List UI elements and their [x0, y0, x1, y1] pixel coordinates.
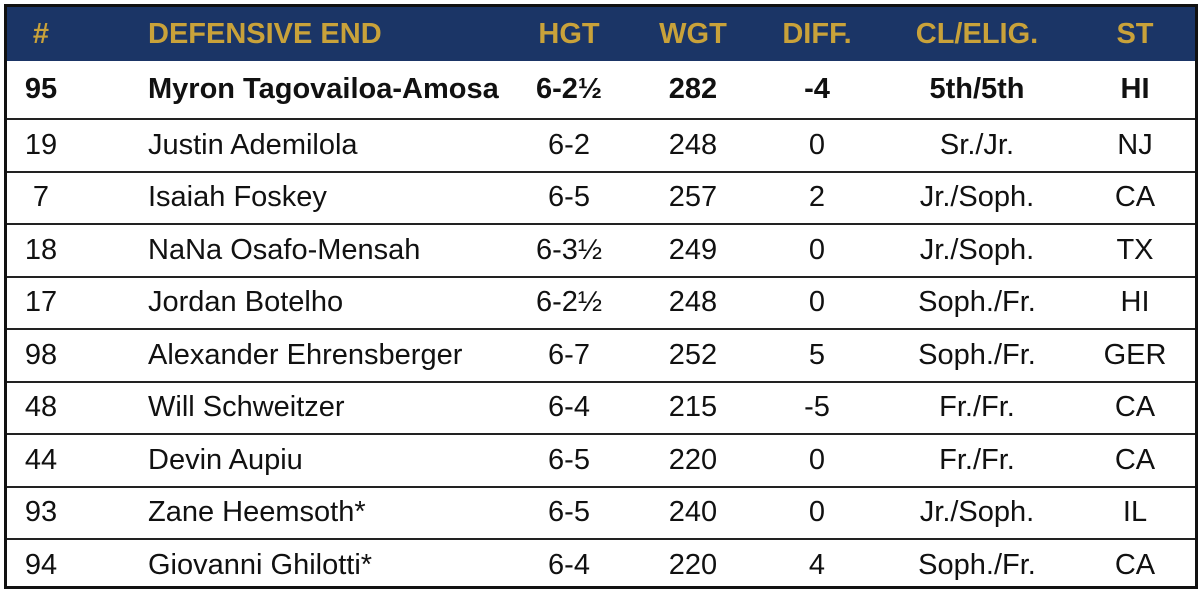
- header-height: HGT: [538, 17, 600, 50]
- header-diff: DIFF.: [782, 17, 852, 50]
- cell-diff: 5: [755, 328, 879, 382]
- header-state: ST: [1116, 17, 1154, 50]
- cell-number: 44: [7, 433, 75, 487]
- cell-state: CA: [1075, 538, 1195, 592]
- table-row: 48 Will Schweitzer 6-4 215 -5 Fr./Fr. CA: [7, 380, 1195, 434]
- cell-state: GER: [1075, 328, 1195, 382]
- cell-weight: 252: [631, 328, 755, 382]
- cell-diff: 4: [755, 538, 879, 592]
- cell-number: 48: [7, 380, 75, 434]
- cell-diff: -4: [804, 73, 830, 105]
- cell-height: 6-2: [507, 118, 631, 172]
- cell-player-name: Will Schweitzer: [75, 380, 507, 434]
- cell-diff: 2: [755, 170, 879, 224]
- cell-state: HI: [1120, 73, 1150, 105]
- cell-weight: 220: [631, 433, 755, 487]
- cell-class-elig: Jr./Soph.: [879, 485, 1075, 539]
- cell-player-name: Jordan Botelho: [75, 275, 507, 329]
- table-row: 7 Isaiah Foskey 6-5 257 2 Jr./Soph. CA: [7, 170, 1195, 224]
- cell-diff: 0: [755, 485, 879, 539]
- cell-weight: 257: [631, 170, 755, 224]
- cell-number: 94: [7, 538, 75, 592]
- cell-state: CA: [1075, 433, 1195, 487]
- cell-height: 6-3½: [507, 223, 631, 277]
- cell-state: IL: [1075, 485, 1195, 539]
- roster-table: # DEFENSIVE END HGT WGT DIFF. CL/ELIG. S…: [7, 7, 1195, 592]
- cell-class-elig: 5th/5th: [929, 73, 1025, 105]
- cell-class-elig: Soph./Fr.: [879, 275, 1075, 329]
- cell-number: 17: [7, 275, 75, 329]
- cell-weight: 215: [631, 380, 755, 434]
- table-body: 95 Myron Tagovailoa-Amosa 6-2½ 282 -4 5th/5th…: [7, 61, 1195, 592]
- cell-player-name: Justin Ademilola: [75, 118, 507, 172]
- cell-state: CA: [1075, 380, 1195, 434]
- cell-weight: 248: [631, 275, 755, 329]
- cell-player-name: Zane Heemsoth*: [75, 485, 507, 539]
- cell-weight: 249: [631, 223, 755, 277]
- cell-class-elig: Soph./Fr.: [879, 328, 1075, 382]
- cell-class-elig: Jr./Soph.: [879, 223, 1075, 277]
- cell-weight: 248: [631, 118, 755, 172]
- cell-class-elig: Soph./Fr.: [879, 538, 1075, 592]
- cell-height: 6-5: [507, 170, 631, 224]
- table-row: 93 Zane Heemsoth* 6-5 240 0 Jr./Soph. IL: [7, 485, 1195, 539]
- table-row: 95 Myron Tagovailoa-Amosa 6-2½ 282 -4 5th/5th…: [7, 61, 1195, 119]
- cell-class-elig: Fr./Fr.: [879, 433, 1075, 487]
- cell-state: HI: [1075, 275, 1195, 329]
- table-row: 17 Jordan Botelho 6-2½ 248 0 Soph./Fr. HI: [7, 275, 1195, 329]
- cell-class-elig: Jr./Soph.: [879, 170, 1075, 224]
- cell-height: 6-4: [507, 380, 631, 434]
- cell-state: NJ: [1075, 118, 1195, 172]
- cell-number: 19: [7, 118, 75, 172]
- cell-height: 6-5: [507, 485, 631, 539]
- cell-state: CA: [1075, 170, 1195, 224]
- table-header-row: # DEFENSIVE END HGT WGT DIFF. CL/ELIG. S…: [7, 7, 1195, 61]
- header-position: DEFENSIVE END: [148, 17, 382, 50]
- cell-height: 6-2½: [507, 275, 631, 329]
- cell-weight: 240: [631, 485, 755, 539]
- cell-diff: 0: [755, 433, 879, 487]
- cell-player-name: Myron Tagovailoa-Amosa: [148, 73, 499, 105]
- cell-player-name: Isaiah Foskey: [75, 170, 507, 224]
- cell-player-name: Giovanni Ghilotti*: [75, 538, 507, 592]
- cell-number: 95: [24, 73, 58, 105]
- cell-player-name: Devin Aupiu: [75, 433, 507, 487]
- cell-weight: 220: [631, 538, 755, 592]
- table-row: 19 Justin Ademilola 6-2 248 0 Sr./Jr. NJ: [7, 118, 1195, 172]
- cell-player-name: Alexander Ehrensberger: [75, 328, 507, 382]
- table-row: 94 Giovanni Ghilotti* 6-4 220 4 Soph./Fr. CA: [7, 538, 1195, 592]
- cell-diff: -5: [755, 380, 879, 434]
- table-row: 44 Devin Aupiu 6-5 220 0 Fr./Fr. CA: [7, 433, 1195, 487]
- cell-diff: 0: [755, 118, 879, 172]
- cell-diff: 0: [755, 223, 879, 277]
- cell-number: 98: [7, 328, 75, 382]
- cell-number: 7: [7, 170, 75, 224]
- cell-height: 6-2½: [535, 73, 603, 105]
- cell-number: 18: [7, 223, 75, 277]
- depth-chart-table: # DEFENSIVE END HGT WGT DIFF. CL/ELIG. S…: [4, 4, 1198, 592]
- cell-height: 6-7: [507, 328, 631, 382]
- header-class-elig: CL/ELIG.: [915, 17, 1039, 50]
- header-number: #: [32, 17, 50, 50]
- cell-weight: 282: [668, 73, 718, 105]
- cell-height: 6-4: [507, 538, 631, 592]
- table-row: 18 NaNa Osafo-Mensah 6-3½ 249 0 Jr./Soph. TX: [7, 223, 1195, 277]
- table-row: 98 Alexander Ehrensberger 6-7 252 5 Soph./Fr.…: [7, 328, 1195, 382]
- cell-player-name: NaNa Osafo-Mensah: [75, 223, 507, 277]
- cell-state: TX: [1075, 223, 1195, 277]
- cell-diff: 0: [755, 275, 879, 329]
- cell-class-elig: Fr./Fr.: [879, 380, 1075, 434]
- header-weight: WGT: [659, 17, 727, 50]
- cell-height: 6-5: [507, 433, 631, 487]
- cell-class-elig: Sr./Jr.: [879, 118, 1075, 172]
- cell-number: 93: [7, 485, 75, 539]
